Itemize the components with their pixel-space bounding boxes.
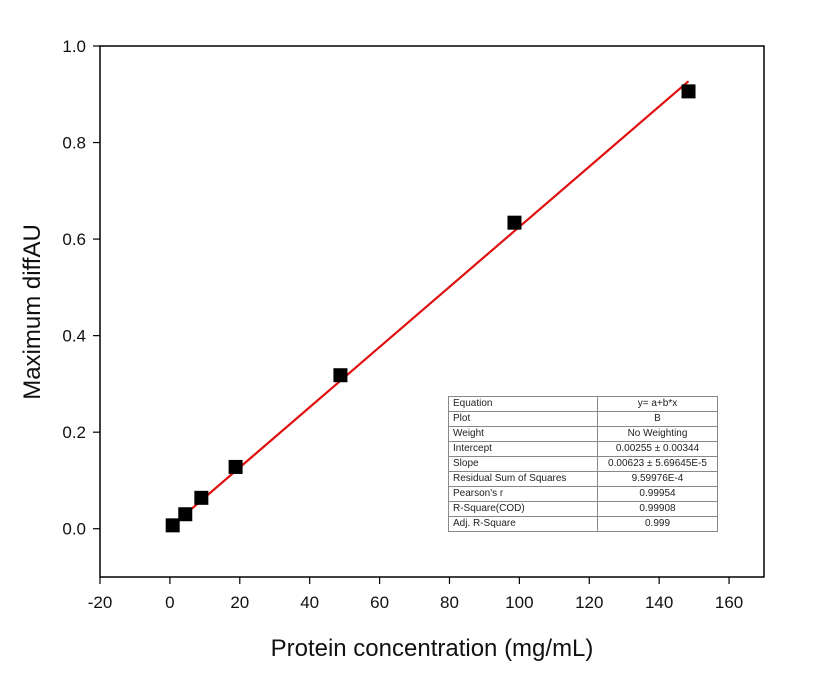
fit-table-label: Intercept <box>448 441 598 457</box>
y-tick-label: 0.4 <box>62 327 86 346</box>
fit-results-table: Equation y= a+b*x Plot B Weight No Weighting I… <box>448 396 718 532</box>
linear-fit-line <box>171 80 690 526</box>
x-tick-label: 120 <box>575 593 603 612</box>
data-point <box>194 490 209 505</box>
fit-table-row: Intercept 0.00255 ± 0.00344 <box>448 441 718 457</box>
data-point <box>165 518 180 533</box>
x-axis-title: Protein concentration (mg/mL) <box>271 635 594 662</box>
y-tick-label: 0.0 <box>62 520 86 539</box>
fit-table-label: R-Square(COD) <box>448 501 598 517</box>
fit-table-row: Equation y= a+b*x <box>448 396 718 412</box>
fit-table-row: Adj. R-Square 0.999 <box>448 516 718 532</box>
fit-line-group <box>171 80 690 526</box>
fit-table-label: Plot <box>448 411 598 427</box>
fit-table-label: Weight <box>448 426 598 442</box>
fit-table-label: Pearson's r <box>448 486 598 502</box>
x-axis: -20 0 20 40 60 80 100 120 140 160 <box>88 577 743 612</box>
x-tick-label: -20 <box>88 593 113 612</box>
x-tick-label: 100 <box>505 593 533 612</box>
y-tick-label: 0.6 <box>62 230 86 249</box>
fit-table-row: R-Square(COD) 0.99908 <box>448 501 718 517</box>
x-tick-label: 0 <box>165 593 174 612</box>
data-point <box>507 215 522 230</box>
fit-table-value: 0.999 <box>597 516 718 532</box>
x-tick-label: 20 <box>230 593 249 612</box>
y-tick-label: 1.0 <box>62 37 86 56</box>
x-tick-label: 160 <box>715 593 743 612</box>
fit-table-label: Adj. R-Square <box>448 516 598 532</box>
fit-table-row: Residual Sum of Squares 9.59976E-4 <box>448 471 718 487</box>
x-tick-label: 140 <box>645 593 673 612</box>
plot-frame <box>99 45 765 578</box>
data-point <box>228 459 243 474</box>
data-point <box>681 84 696 99</box>
fit-table-label: Equation <box>448 396 598 412</box>
fit-table-label: Slope <box>448 456 598 472</box>
fit-table-value: B <box>597 411 718 427</box>
fit-table-label: Residual Sum of Squares <box>448 471 598 487</box>
fit-table-row: Weight No Weighting <box>448 426 718 442</box>
data-point <box>333 368 348 383</box>
y-tick-label: 0.8 <box>62 134 86 153</box>
fit-table-value: 0.00255 ± 0.00344 <box>597 441 718 457</box>
scatter-points <box>165 84 696 533</box>
fit-table-value: y= a+b*x <box>597 396 718 412</box>
x-tick-label: 40 <box>300 593 319 612</box>
fit-table-row: Pearson's r 0.99954 <box>448 486 718 502</box>
fit-table-value: No Weighting <box>597 426 718 442</box>
fit-table-row: Plot B <box>448 411 718 427</box>
fit-table-value: 0.99908 <box>597 501 718 517</box>
fit-table-value: 0.00623 ± 5.69645E-5 <box>597 456 718 472</box>
data-point <box>178 507 193 522</box>
x-tick-label: 80 <box>440 593 459 612</box>
fit-table-row: Slope 0.00623 ± 5.69645E-5 <box>448 456 718 472</box>
y-axis: 0.0 0.2 0.4 0.6 0.8 1.0 <box>62 37 100 539</box>
y-axis-title: Maximum diffAU <box>19 224 46 400</box>
fit-table-value: 0.99954 <box>597 486 718 502</box>
x-tick-label: 60 <box>370 593 389 612</box>
y-tick-label: 0.2 <box>62 423 86 442</box>
fit-table-value: 9.59976E-4 <box>597 471 718 487</box>
